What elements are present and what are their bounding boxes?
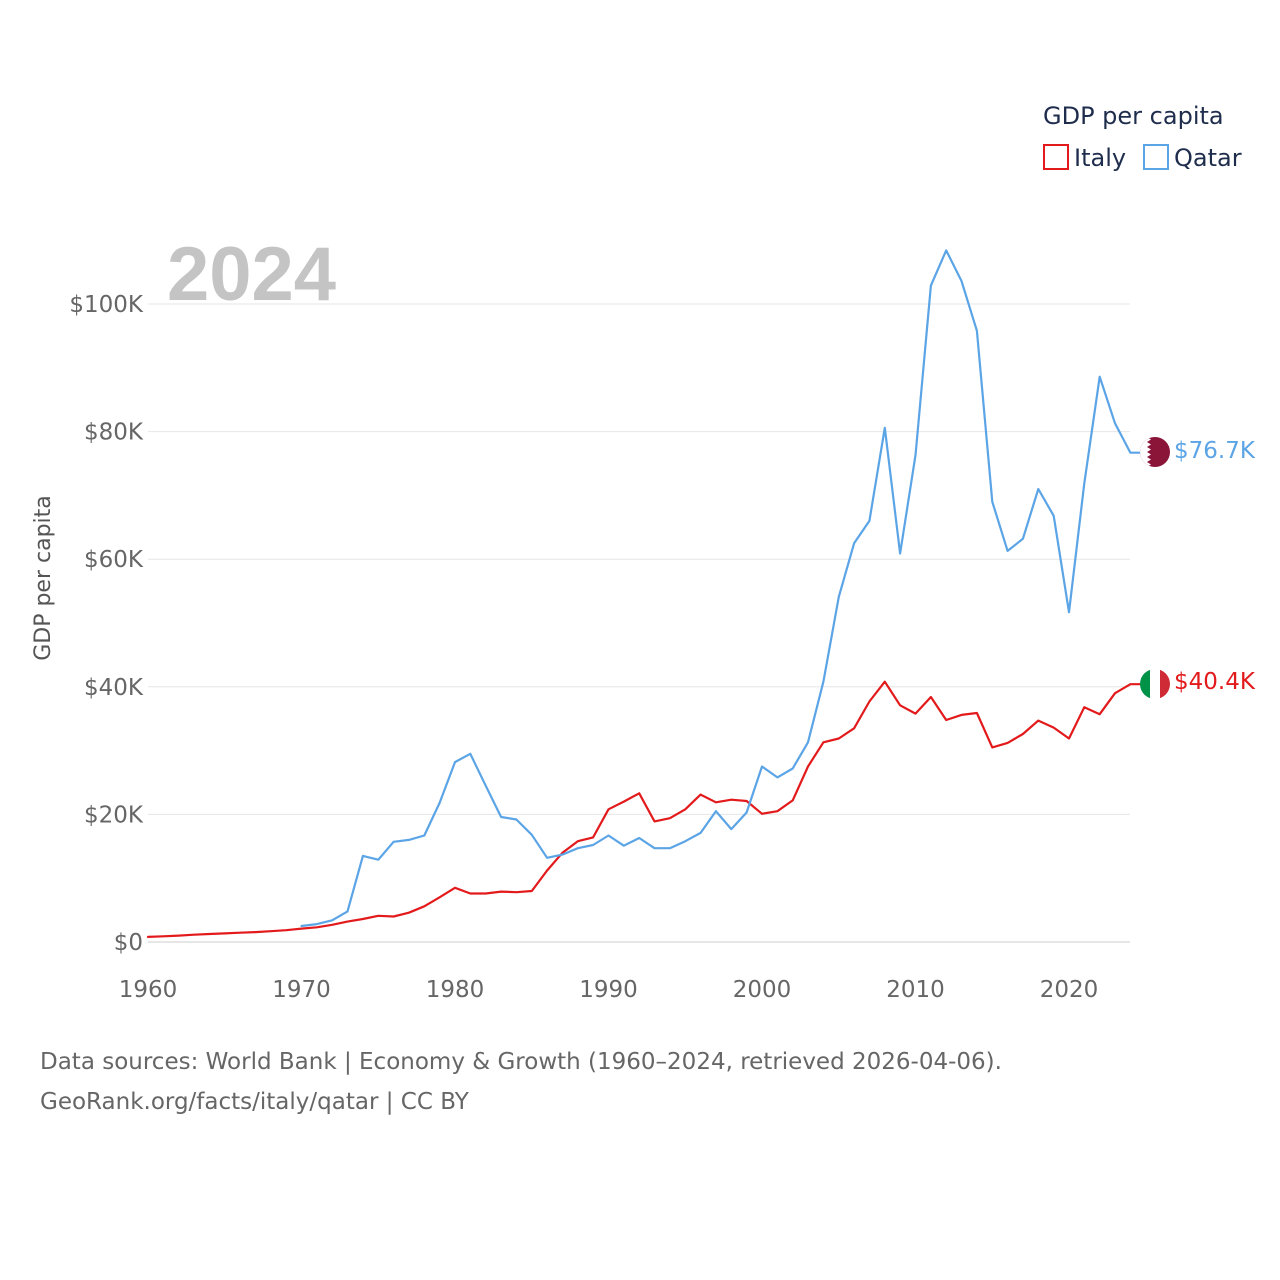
series-lines bbox=[146, 249, 1142, 939]
legend-swatch-qatar bbox=[1143, 144, 1169, 170]
legend-swatch-italy bbox=[1043, 144, 1069, 170]
italy-end-value-label: $40.4K bbox=[1174, 669, 1256, 695]
y-tick-label: $0 bbox=[114, 930, 143, 956]
legend-label-qatar[interactable]: Qatar bbox=[1174, 144, 1242, 172]
x-tick-label: 1970 bbox=[272, 977, 331, 1003]
series-line-italy bbox=[146, 680, 1142, 939]
qatar-flag-icon bbox=[1140, 437, 1170, 467]
source-line-1: Data sources: World Bank | Economy & Gro… bbox=[40, 1049, 1002, 1075]
qatar-end-value-label: $76.7K bbox=[1174, 438, 1256, 464]
y-tick-label: $80K bbox=[84, 420, 144, 446]
current-year-label: 2024 bbox=[167, 232, 336, 317]
italy-flag-icon bbox=[1140, 669, 1170, 699]
source-line-2: GeoRank.org/facts/italy/qatar | CC BY bbox=[40, 1089, 469, 1115]
legend-label-italy[interactable]: Italy bbox=[1074, 144, 1126, 172]
grid-lines bbox=[148, 303, 1130, 943]
y-tick-label: $20K bbox=[84, 802, 144, 828]
x-tick-label: 1960 bbox=[119, 977, 178, 1003]
series-line-qatar bbox=[300, 249, 1142, 928]
x-tick-label: 1980 bbox=[426, 977, 485, 1003]
x-tick-label: 2020 bbox=[1040, 977, 1099, 1003]
y-axis-title: GDP per capita bbox=[31, 495, 56, 661]
legend-title: GDP per capita bbox=[1043, 102, 1224, 130]
legend: GDP per capita Italy Qatar bbox=[1043, 102, 1242, 172]
y-tick-label: $60K bbox=[84, 547, 144, 573]
y-axis-ticks: $0 $20K $40K $60K $80K $100K bbox=[69, 292, 144, 956]
source-note: Data sources: World Bank | Economy & Gro… bbox=[40, 1042, 1002, 1122]
x-axis-ticks: 1960 1970 1980 1990 2000 2010 2020 bbox=[119, 977, 1099, 1003]
y-tick-label: $40K bbox=[84, 675, 144, 701]
x-tick-label: 2010 bbox=[886, 977, 945, 1003]
x-tick-label: 1990 bbox=[579, 977, 638, 1003]
y-tick-label: $100K bbox=[69, 292, 144, 318]
x-tick-label: 2000 bbox=[733, 977, 792, 1003]
